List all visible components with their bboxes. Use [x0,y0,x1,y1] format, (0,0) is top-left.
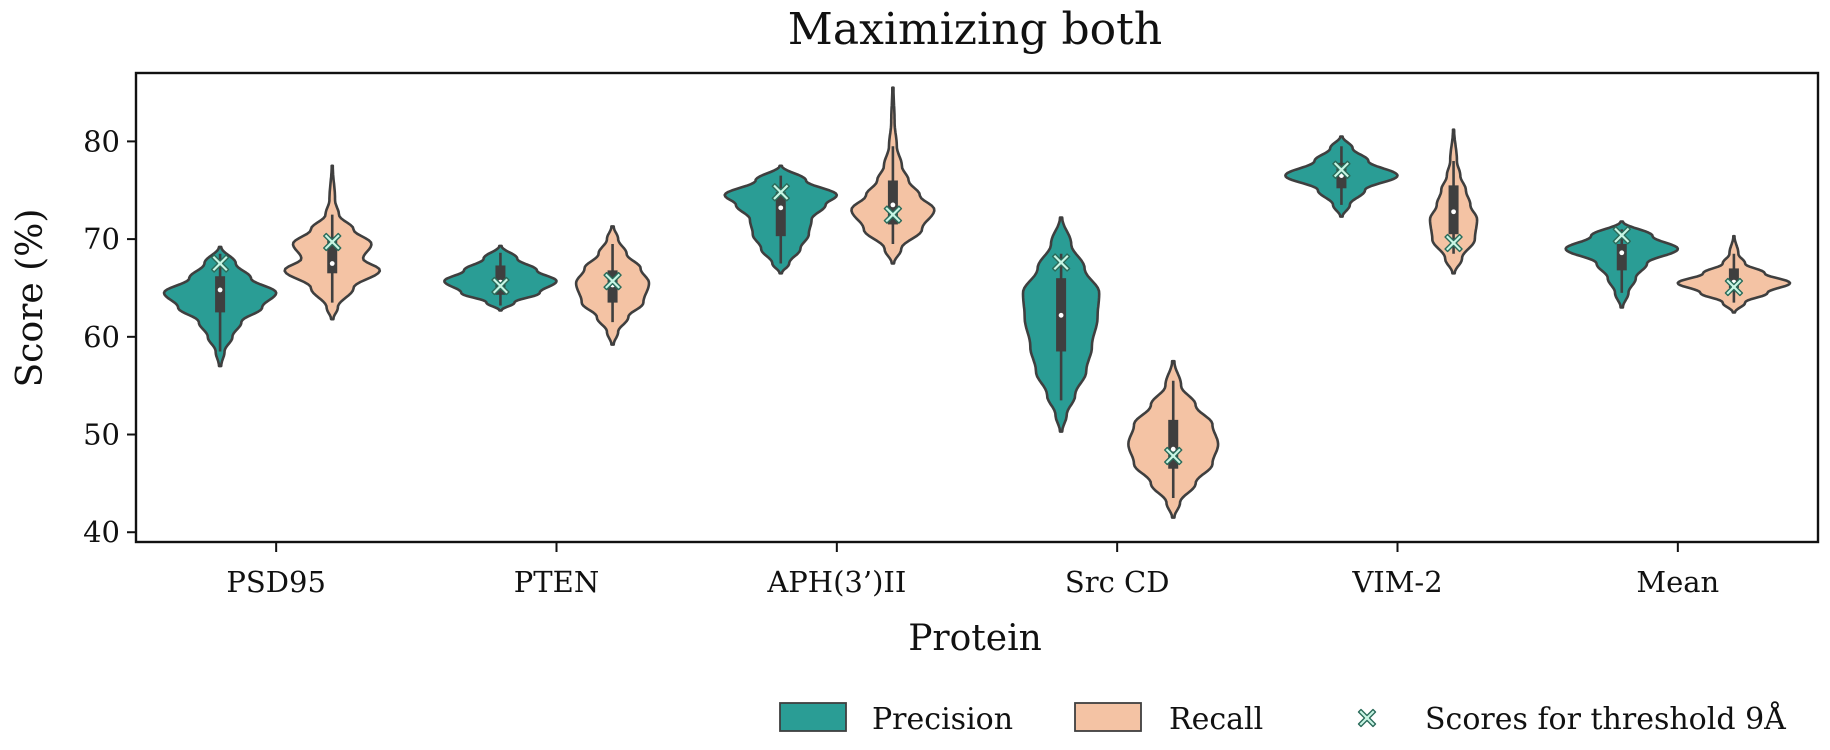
iqr-box-recall-src-cd [1168,419,1179,469]
legend-swatch-recall [1074,702,1142,732]
iqr-box-recall-mean [1728,268,1739,288]
threshold-marker-recall [1444,233,1463,253]
legend-swatch-precision [779,702,847,732]
median-dot-precision-psd95 [217,287,223,293]
x-tick-label: APH(3’)II [766,565,906,599]
iqr-box-recall-aph-3-ii [887,180,898,225]
median-dot-recall-aph-3-ii [890,202,896,208]
x-tick-label: Src CD [1065,565,1170,599]
legend-label-recall: Recall [1169,702,1263,737]
legend-label-scores-for-threshold-9-: Scores for threshold 9Å [1425,701,1786,737]
y-tick-label: 70 [83,222,120,256]
y-tick-label: 80 [83,124,120,158]
x-tick-label: PSD95 [226,565,326,599]
legend-marker-scores-for-threshold-9- [1357,708,1377,728]
median-dot-precision-mean [1619,250,1625,256]
plot-frame [134,71,1820,544]
threshold-marker-precision [491,276,510,296]
y-tick-label: 40 [83,515,120,549]
y-axis-label: Score (%) [10,209,51,388]
threshold-marker-precision [1332,160,1351,179]
median-dot-recall-vim-2 [1451,209,1456,215]
y-tick-label: 60 [83,320,120,354]
threshold-marker-recall [1164,446,1183,466]
chart-title: Maximizing both [788,4,1162,55]
threshold-marker-precision [1051,253,1071,272]
threshold-marker-recall [883,205,903,224]
x-tick-label: Mean [1636,565,1719,599]
median-dot-precision-aph-3-ii [778,205,784,211]
median-dot-precision-src-cd [1058,312,1064,318]
threshold-marker-precision [771,183,790,202]
median-dot-recall-psd95 [329,261,335,266]
legend: Precision Recall Scores for threshold 9Å [779,701,1786,737]
y-tick-label: 50 [83,418,120,452]
x-tick-label: VIM-2 [1351,565,1442,599]
iqr-box-precision-psd95 [215,276,226,313]
x-axis-label: Protein [908,618,1042,659]
threshold-marker-recall [323,232,342,252]
iqr-box-recall-psd95 [327,239,338,274]
median-dot-recall-src-cd [1170,446,1176,452]
threshold-marker-precision [210,254,230,273]
iqr-box-precision-mean [1616,243,1627,271]
legend-label-precision: Precision [872,702,1013,737]
threshold-marker-recall [603,271,622,291]
threshold-marker-precision [1612,225,1631,245]
x-tick-label: PTEN [514,565,599,599]
iqr-box-precision-aph-3-ii [775,192,786,237]
threshold-marker-recall [1724,277,1744,297]
plot-area: 40 50 60 70 80 PSD95 PTEN APH(3’)II Src CD VIM-2 M… [83,71,1820,599]
